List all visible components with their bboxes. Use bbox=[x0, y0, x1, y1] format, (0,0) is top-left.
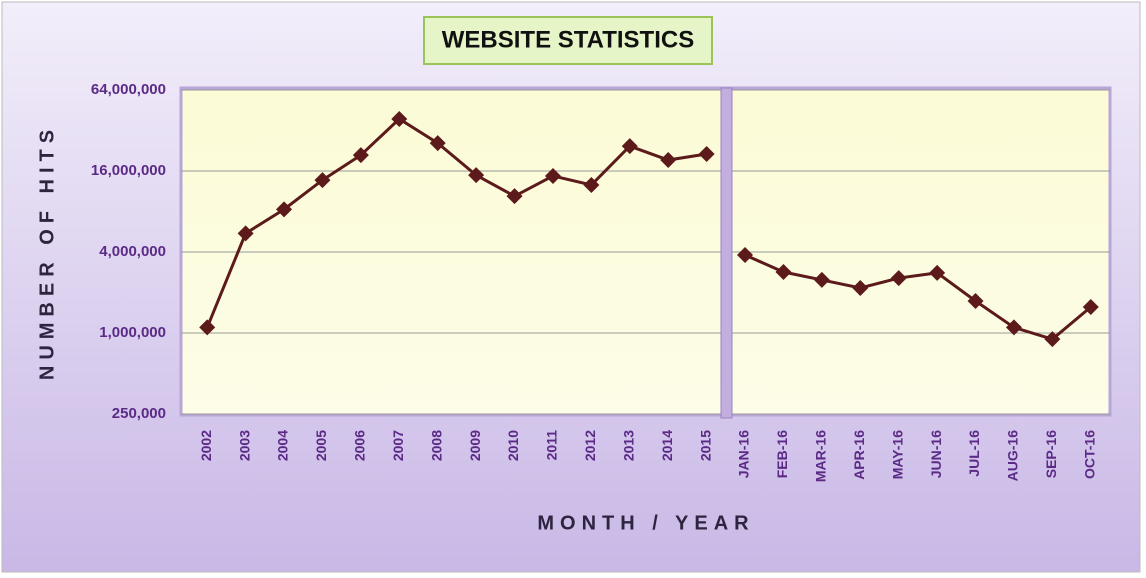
marker bbox=[199, 319, 216, 336]
x-tick-label: MAY-16 bbox=[889, 430, 905, 480]
x-tick-label: 2006 bbox=[352, 430, 368, 461]
x-tick-label: 2011 bbox=[544, 430, 560, 461]
x-tick-label: 2003 bbox=[236, 430, 252, 461]
x-tick-label: AUG-16 bbox=[1005, 430, 1021, 482]
marker bbox=[929, 264, 946, 281]
x-tick-label: MAR-16 bbox=[813, 430, 829, 482]
title-box bbox=[423, 16, 713, 65]
marker bbox=[352, 147, 369, 164]
y-axis-label: NUMBER OF HITS bbox=[36, 124, 58, 380]
x-tick-label: 2004 bbox=[275, 430, 291, 461]
y-tick-label: 16,000,000 bbox=[91, 162, 166, 179]
marker bbox=[775, 264, 792, 281]
x-tick-label: FEB-16 bbox=[774, 430, 790, 478]
x-tick-label: 2015 bbox=[697, 430, 713, 461]
marker bbox=[544, 167, 561, 184]
marker bbox=[468, 167, 485, 184]
x-tick-label: JAN-16 bbox=[736, 430, 752, 478]
marker bbox=[429, 135, 446, 152]
marker bbox=[737, 246, 754, 263]
x-tick-label: SEP-16 bbox=[1043, 430, 1059, 478]
marker bbox=[1005, 319, 1022, 336]
marker bbox=[890, 270, 907, 287]
x-tick-label: 2007 bbox=[390, 430, 406, 461]
marker bbox=[583, 176, 600, 193]
marker bbox=[1082, 299, 1099, 316]
line bbox=[205, 117, 707, 328]
marker bbox=[852, 280, 869, 297]
marker bbox=[698, 146, 715, 163]
marker bbox=[660, 152, 677, 169]
x-tick-label: 2002 bbox=[198, 430, 214, 461]
x-tick-label: JUL-16 bbox=[966, 430, 982, 477]
marks bbox=[199, 110, 1099, 348]
x-axis-label: MONTH / YEAR bbox=[537, 512, 754, 534]
x-tick-label: 2013 bbox=[620, 430, 636, 461]
marker bbox=[967, 292, 984, 309]
marker bbox=[813, 271, 830, 288]
period-divider bbox=[720, 87, 733, 419]
y-tick-label: 64,000,000 bbox=[91, 81, 166, 98]
x-tick-label: OCT-16 bbox=[1081, 430, 1097, 479]
marker bbox=[237, 225, 254, 242]
x-tick-label: APR-16 bbox=[851, 430, 867, 480]
x-tick-label: 2009 bbox=[467, 430, 483, 461]
x-tick-label: 2008 bbox=[428, 430, 444, 461]
y-tick-label: 1,000,000 bbox=[99, 324, 166, 341]
y-tick-label: 4,000,000 bbox=[99, 243, 166, 260]
line bbox=[744, 253, 1092, 341]
marker bbox=[1044, 331, 1061, 348]
x-tick-label: 2012 bbox=[582, 430, 598, 461]
x-tick-label: 2005 bbox=[313, 430, 329, 461]
marker bbox=[621, 138, 638, 155]
y-tick-label: 250,000 bbox=[112, 405, 166, 422]
x-tick-label: JUN-16 bbox=[928, 430, 944, 478]
marker bbox=[276, 201, 293, 218]
x-tick-label: 2010 bbox=[505, 430, 521, 461]
marker bbox=[391, 110, 408, 127]
marker bbox=[314, 172, 331, 189]
marker bbox=[506, 188, 523, 205]
chart-title: WEBSITE STATISTICS bbox=[442, 26, 694, 53]
x-tick-label: 2014 bbox=[659, 430, 675, 461]
